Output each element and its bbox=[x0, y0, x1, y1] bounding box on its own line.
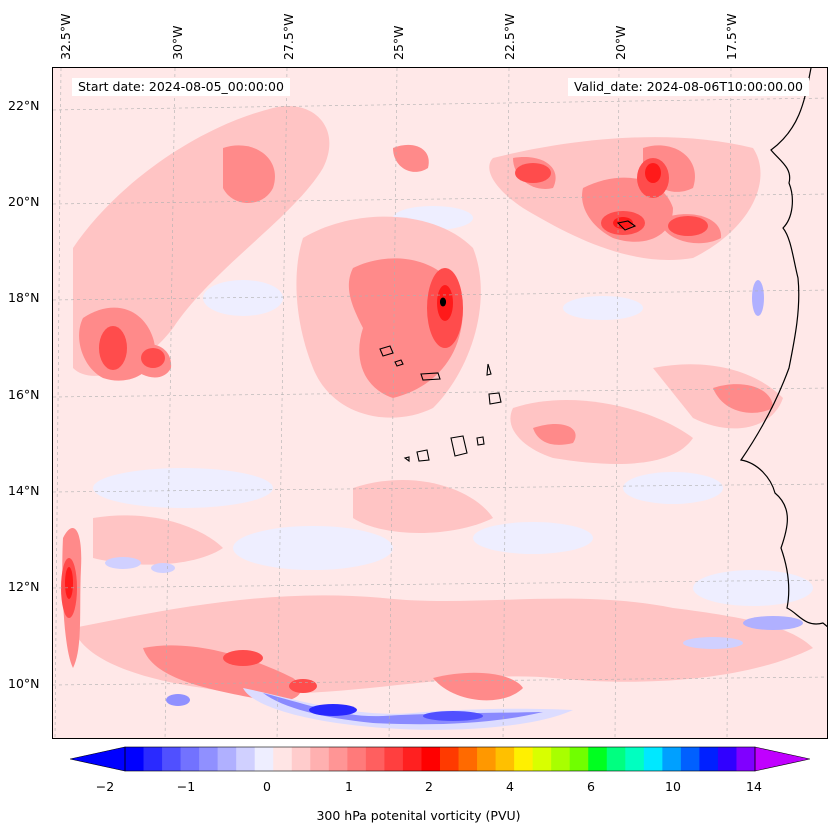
colorbar-cell-24 bbox=[569, 747, 589, 771]
colorbar-tick-5: 4 bbox=[506, 779, 514, 794]
lon-label-3: 25°W bbox=[391, 25, 406, 60]
colorbar-extend-low bbox=[70, 746, 126, 772]
lon-label-4: 22.5°W bbox=[502, 13, 517, 60]
pv-contours bbox=[61, 106, 813, 730]
colorbar-cell-23 bbox=[551, 747, 571, 771]
colorbar-tick-1: −1 bbox=[176, 779, 196, 794]
start-date-label: Start date: 2024-08-05_00:00:00 bbox=[72, 78, 290, 96]
map-panel bbox=[52, 67, 828, 739]
island-boa-vista bbox=[488, 392, 502, 405]
colorbar-cell-15 bbox=[402, 747, 422, 771]
colorbar-tick-7: 10 bbox=[665, 779, 681, 794]
colorbar-cell-2 bbox=[162, 747, 182, 771]
colorbar-tick-2: 0 bbox=[263, 779, 271, 794]
colorbar-cell-10 bbox=[310, 747, 330, 771]
colorbar-label: 300 hPa potenital vorticity (PVU) bbox=[316, 808, 521, 823]
lon-label-0: 32.5°W bbox=[58, 13, 73, 60]
lat-label-0: 22°N bbox=[8, 98, 40, 113]
pv-max-marker bbox=[439, 297, 447, 307]
colorbar-cell-27 bbox=[625, 747, 645, 771]
lat-label-6: 10°N bbox=[8, 676, 40, 691]
colorbar bbox=[70, 746, 810, 772]
lon-label-6: 17.5°W bbox=[724, 13, 739, 60]
colorbar-cell-30 bbox=[680, 747, 700, 771]
island-maio bbox=[476, 436, 485, 446]
colorbar-cell-25 bbox=[588, 747, 608, 771]
island-sao-nicolau bbox=[420, 372, 441, 381]
colorbar-cell-26 bbox=[606, 747, 626, 771]
blue-band bbox=[105, 280, 803, 730]
island-fogo bbox=[416, 449, 430, 462]
valid-date-label: Valid_date: 2024-08-06T10:00:00.00 bbox=[567, 78, 809, 96]
colorbar-tick-6: 6 bbox=[587, 779, 595, 794]
colorbar-cell-20 bbox=[495, 747, 515, 771]
colorbar-cell-22 bbox=[532, 747, 552, 771]
coastline bbox=[739, 68, 827, 628]
colorbar-cell-19 bbox=[477, 747, 497, 771]
lat-label-3: 16°N bbox=[8, 387, 40, 402]
island-brava bbox=[403, 456, 410, 463]
colorbar-cell-4 bbox=[199, 747, 219, 771]
lon-label-2: 27.5°W bbox=[281, 13, 296, 60]
colorbar-cell-6 bbox=[236, 747, 256, 771]
island-sao-vicente bbox=[394, 359, 404, 367]
colorbar-cell-12 bbox=[347, 747, 367, 771]
colorbar-cell-1 bbox=[143, 747, 163, 771]
colorbar-cell-28 bbox=[643, 747, 663, 771]
island-santiago bbox=[450, 435, 468, 457]
colorbar-cell-18 bbox=[458, 747, 478, 771]
lon-label-5: 20°W bbox=[613, 25, 628, 60]
colorbar-tick-4: 2 bbox=[425, 779, 433, 794]
colorbar-cell-29 bbox=[662, 747, 682, 771]
colorbar-tick-8: 14 bbox=[746, 779, 762, 794]
colorbar-cell-32 bbox=[717, 747, 737, 771]
colorbar-cell-31 bbox=[699, 747, 719, 771]
colorbar-cell-3 bbox=[180, 747, 200, 771]
colorbar-cell-16 bbox=[421, 747, 441, 771]
colorbar-cell-5 bbox=[217, 747, 237, 771]
pv-field-map bbox=[53, 68, 827, 738]
colorbar-cell-21 bbox=[514, 747, 534, 771]
island-santo-antao bbox=[379, 345, 394, 357]
lat-label-2: 18°N bbox=[8, 290, 40, 305]
colorbar-cell-13 bbox=[365, 747, 385, 771]
coast-feature-north bbox=[616, 220, 637, 231]
islands bbox=[379, 220, 637, 463]
island-sal bbox=[486, 363, 492, 376]
colorbar-cell-17 bbox=[440, 747, 460, 771]
colorbar-cell-11 bbox=[328, 747, 348, 771]
mid-red-regions bbox=[62, 144, 773, 702]
colorbar-cell-33 bbox=[736, 747, 756, 771]
colorbar-cell-14 bbox=[384, 747, 404, 771]
lon-label-1: 30°W bbox=[170, 25, 185, 60]
colorbar-tick-0: −2 bbox=[95, 779, 115, 794]
colorbar-cell-9 bbox=[291, 747, 311, 771]
colorbar-cell-7 bbox=[254, 747, 274, 771]
lat-label-1: 20°N bbox=[8, 194, 40, 209]
lat-label-5: 12°N bbox=[8, 579, 40, 594]
graticule bbox=[53, 68, 827, 738]
lat-label-4: 14°N bbox=[8, 483, 40, 498]
colorbar-tick-3: 1 bbox=[345, 779, 353, 794]
colorbar-extend-high bbox=[754, 746, 810, 772]
colorbar-cell-0 bbox=[125, 747, 145, 771]
colorbar-cell-8 bbox=[273, 747, 293, 771]
